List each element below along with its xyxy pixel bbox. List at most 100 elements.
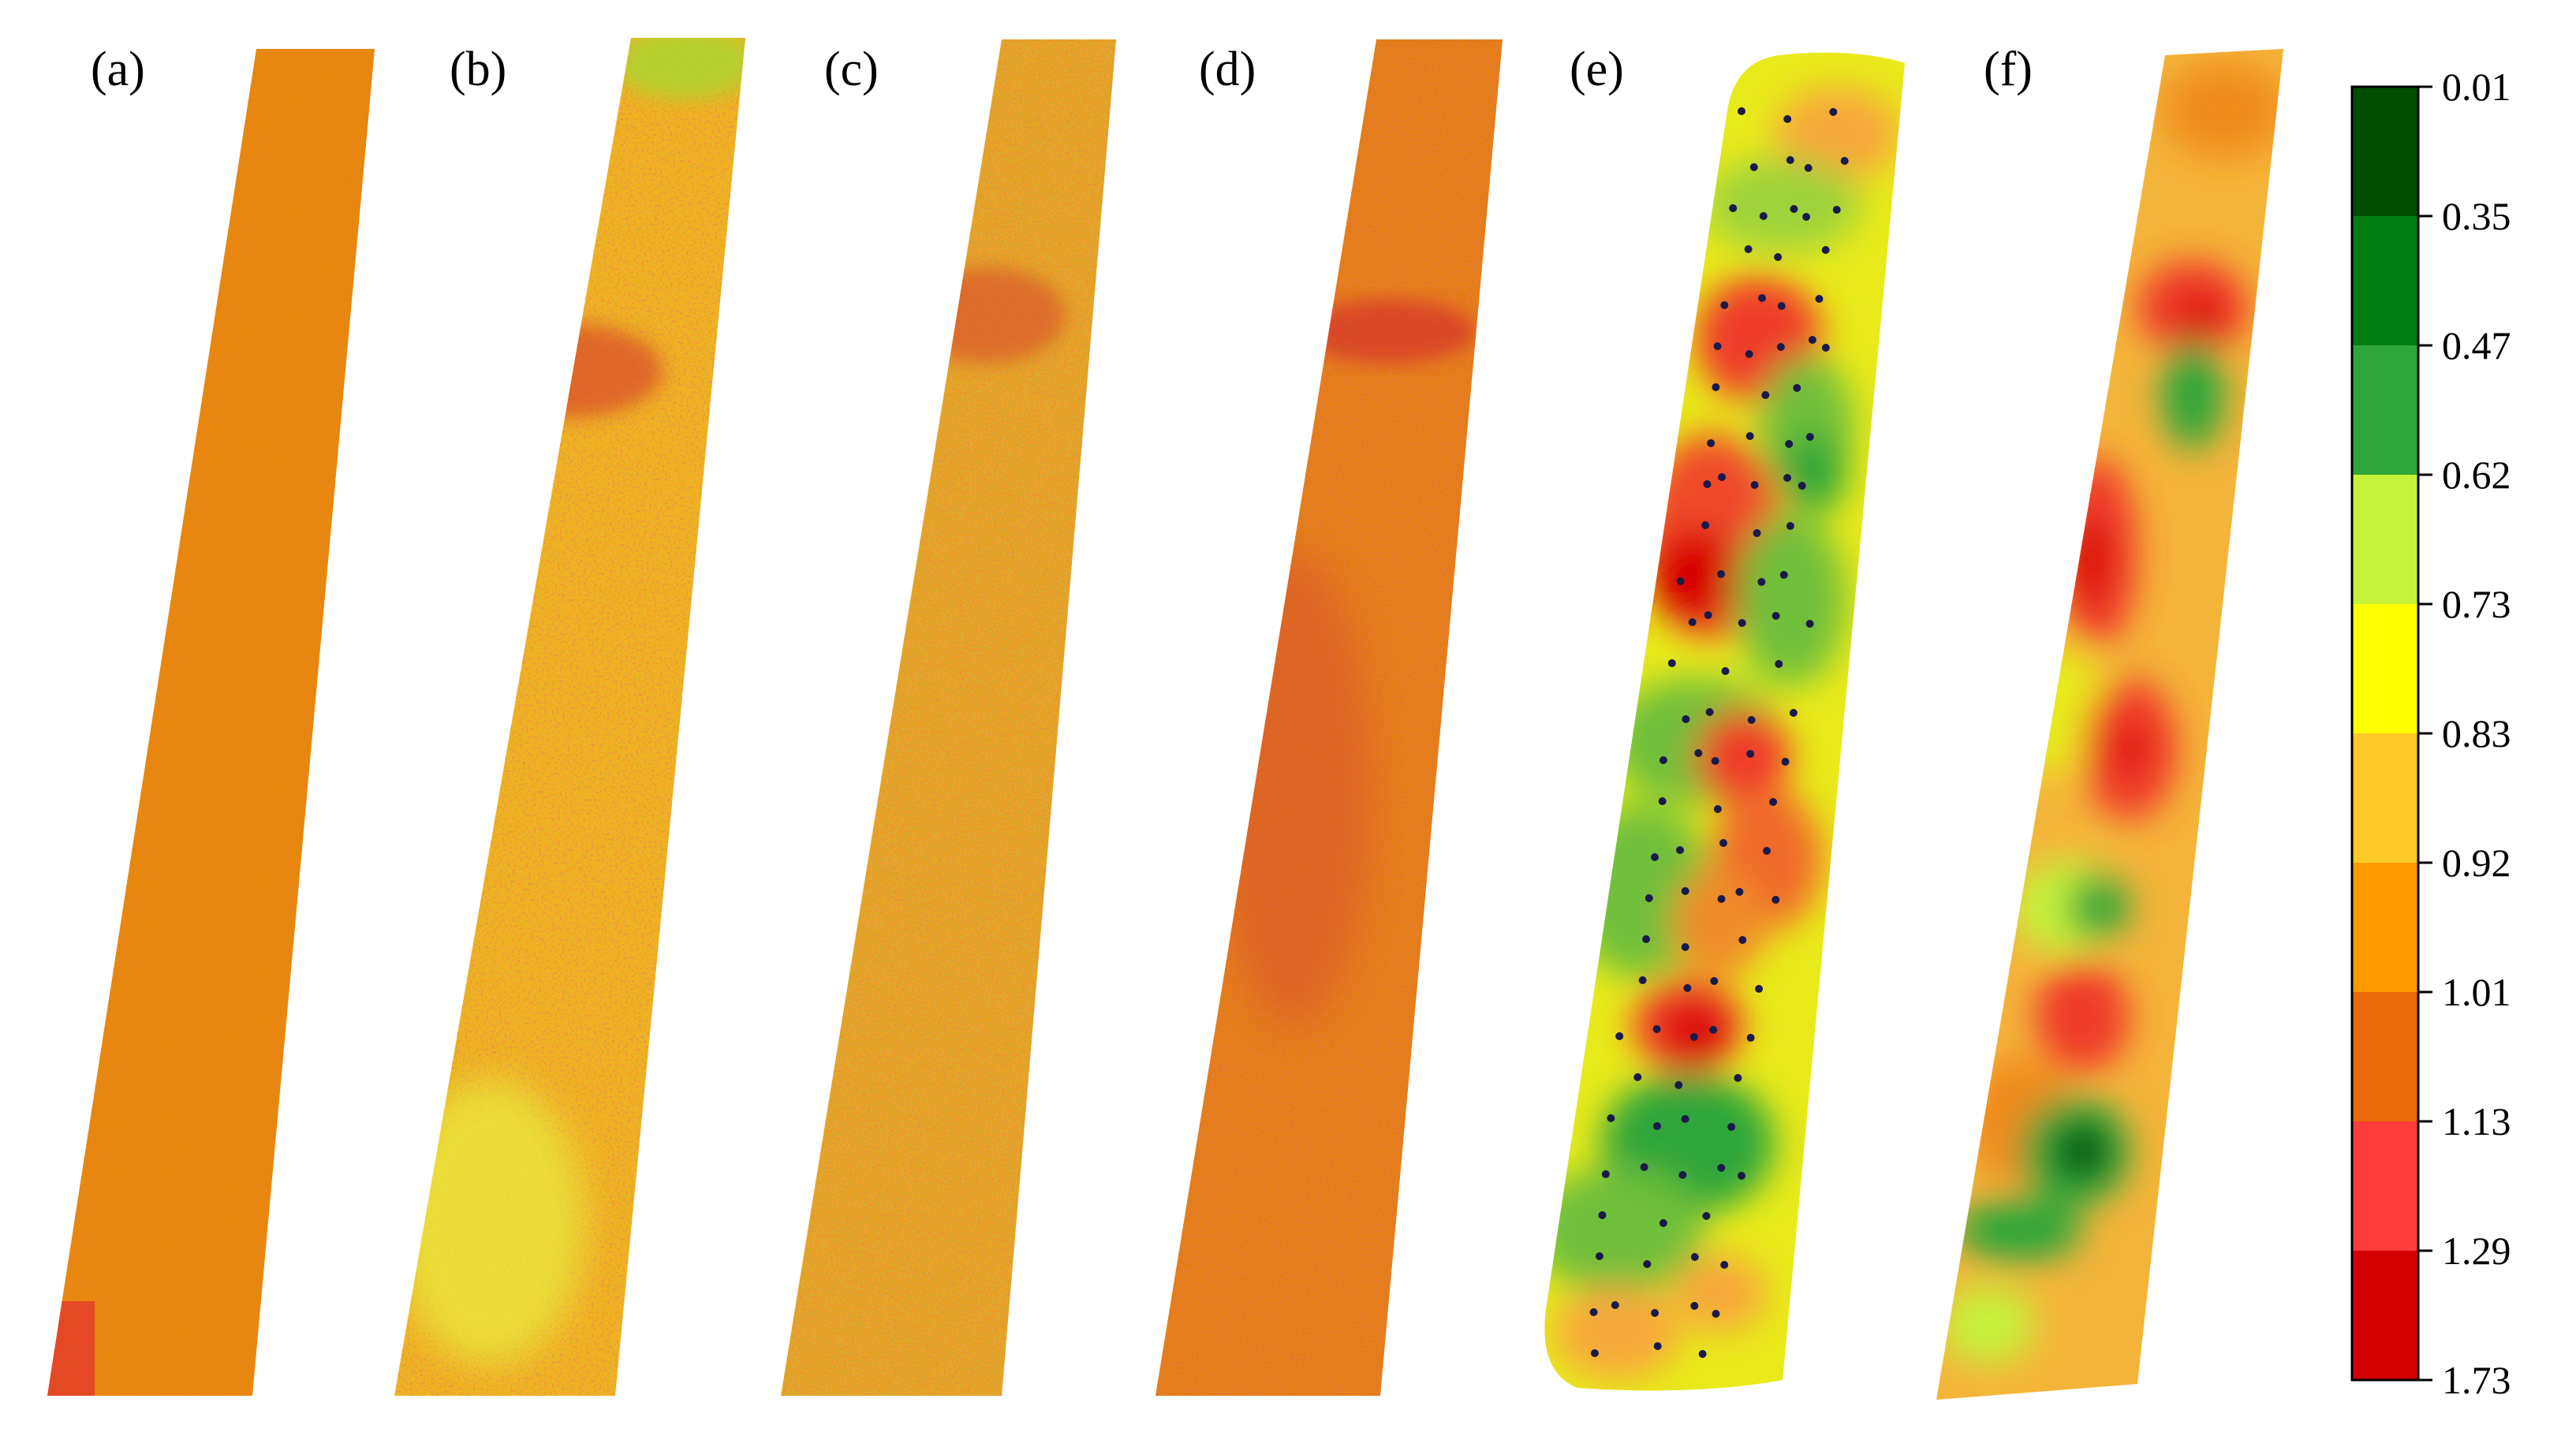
sample-point: [1776, 343, 1785, 351]
panel-c-red-band: [907, 268, 1065, 363]
legend-tick-label: 0.73: [2442, 582, 2511, 626]
sample-point: [1653, 1122, 1661, 1130]
sample-point: [1676, 846, 1684, 854]
sample-point: [1775, 660, 1783, 668]
sample-point: [1681, 887, 1689, 895]
panel-e-map: [1544, 52, 1905, 1391]
sample-point: [1651, 853, 1659, 861]
panel-label-f: (f): [1984, 43, 2033, 96]
sample-point: [1717, 1164, 1726, 1172]
sample-point: [1755, 985, 1764, 993]
legend: 0.01 0.35 0.47 0.62 0.73 0.83 0.92 1.01 1.13 1.29…: [2350, 65, 2511, 1402]
sample-point: [1698, 1350, 1707, 1358]
panel-d-red-band: [1301, 300, 1475, 363]
sample-point: [1774, 253, 1783, 261]
legend-swatch: [2352, 863, 2418, 993]
sample-point: [1798, 482, 1806, 490]
sample-point: [1601, 1170, 1610, 1178]
sample-point: [1615, 1032, 1624, 1040]
panel-label-a: (a): [91, 43, 145, 96]
sample-point: [1633, 1073, 1642, 1081]
sample-point: [1761, 391, 1770, 399]
legend-tick-label: 1.29: [2442, 1229, 2511, 1273]
sample-point: [1769, 798, 1778, 806]
sample-point: [1688, 618, 1697, 626]
sample-point: [1808, 336, 1816, 344]
sample-point: [1750, 481, 1759, 489]
sample-point: [1821, 246, 1830, 254]
sample-point: [1712, 1310, 1720, 1318]
sample-point: [1840, 157, 1849, 165]
sample-point: [1781, 758, 1790, 766]
sample-point: [1589, 1308, 1598, 1316]
panel-f-map: [1936, 49, 2283, 1400]
sample-point: [1783, 115, 1792, 123]
sample-point: [1815, 295, 1824, 303]
sample-point: [1704, 611, 1712, 619]
panel-b-red-band: [473, 323, 663, 418]
sample-point: [1783, 474, 1792, 482]
sample-point: [1790, 205, 1798, 213]
legend-swatch: [2352, 992, 2418, 1122]
sample-point: [1753, 529, 1761, 537]
sample-point: [1789, 709, 1798, 717]
sample-point: [1718, 473, 1727, 481]
sample-point: [1667, 659, 1676, 667]
panel-a-texture: [47, 49, 375, 1396]
sample-point: [1595, 1252, 1603, 1260]
sample-point: [1709, 1026, 1718, 1034]
sample-point: [1734, 1074, 1742, 1082]
legend-tick-label: 0.62: [2442, 453, 2511, 497]
sample-point: [1738, 619, 1746, 627]
sample-point: [1777, 302, 1786, 310]
sample-point: [1758, 294, 1766, 302]
sample-point: [1659, 1219, 1667, 1227]
panel-e-blobs: [1544, 87, 1901, 1380]
sample-point: [1653, 1342, 1662, 1350]
sample-point: [1786, 522, 1794, 530]
sample-point: [1678, 1171, 1687, 1179]
sample-point: [1707, 439, 1715, 447]
sample-point: [1645, 894, 1653, 902]
sample-point: [1744, 245, 1753, 253]
sample-point: [1694, 749, 1703, 757]
panel-a-map: [47, 49, 375, 1396]
legend-tick-label: 0.47: [2442, 323, 2511, 367]
legend-swatch: [2352, 345, 2418, 476]
panel-d-red-column: [1215, 552, 1372, 1025]
sample-point: [1705, 708, 1714, 716]
panel-e-sample-points: [1589, 107, 1849, 1358]
panel-label-b: (b): [450, 43, 506, 96]
sample-point: [1785, 440, 1794, 448]
legend-tick-label: 1.73: [2442, 1358, 2511, 1402]
panel-b-map: [394, 38, 745, 1396]
panel-d-map: [1155, 39, 1503, 1396]
panel-label-c: (c): [824, 43, 879, 96]
legend-swatch: [2352, 1251, 2418, 1381]
sample-point: [1689, 1033, 1698, 1041]
legend-swatches: [2352, 87, 2418, 1381]
legend-tick-label: 0.92: [2442, 841, 2511, 885]
sample-point: [1682, 715, 1690, 723]
sample-point: [1738, 1172, 1745, 1180]
sample-point: [1659, 756, 1667, 764]
sample-point: [1674, 1081, 1683, 1089]
sample-point: [1712, 383, 1720, 391]
sample-point: [1805, 620, 1814, 628]
panel-c-red-noise: [781, 39, 1116, 1396]
sample-point: [1786, 156, 1794, 164]
sample-point: [1721, 667, 1730, 675]
sample-point: [1681, 943, 1689, 951]
sample-point: [1821, 344, 1830, 352]
sample-point: [1832, 206, 1841, 214]
sample-point: [1738, 107, 1745, 115]
sample-point: [1590, 1349, 1599, 1357]
legend-tick-label: 1.01: [2442, 970, 2511, 1014]
sample-point: [1804, 164, 1813, 172]
legend-tick-label: 0.83: [2442, 711, 2511, 755]
legend-swatch: [2352, 604, 2418, 734]
sample-point: [1745, 432, 1754, 440]
sample-point: [1598, 1211, 1607, 1219]
panel-b-yellow-bottom: [394, 1080, 584, 1364]
